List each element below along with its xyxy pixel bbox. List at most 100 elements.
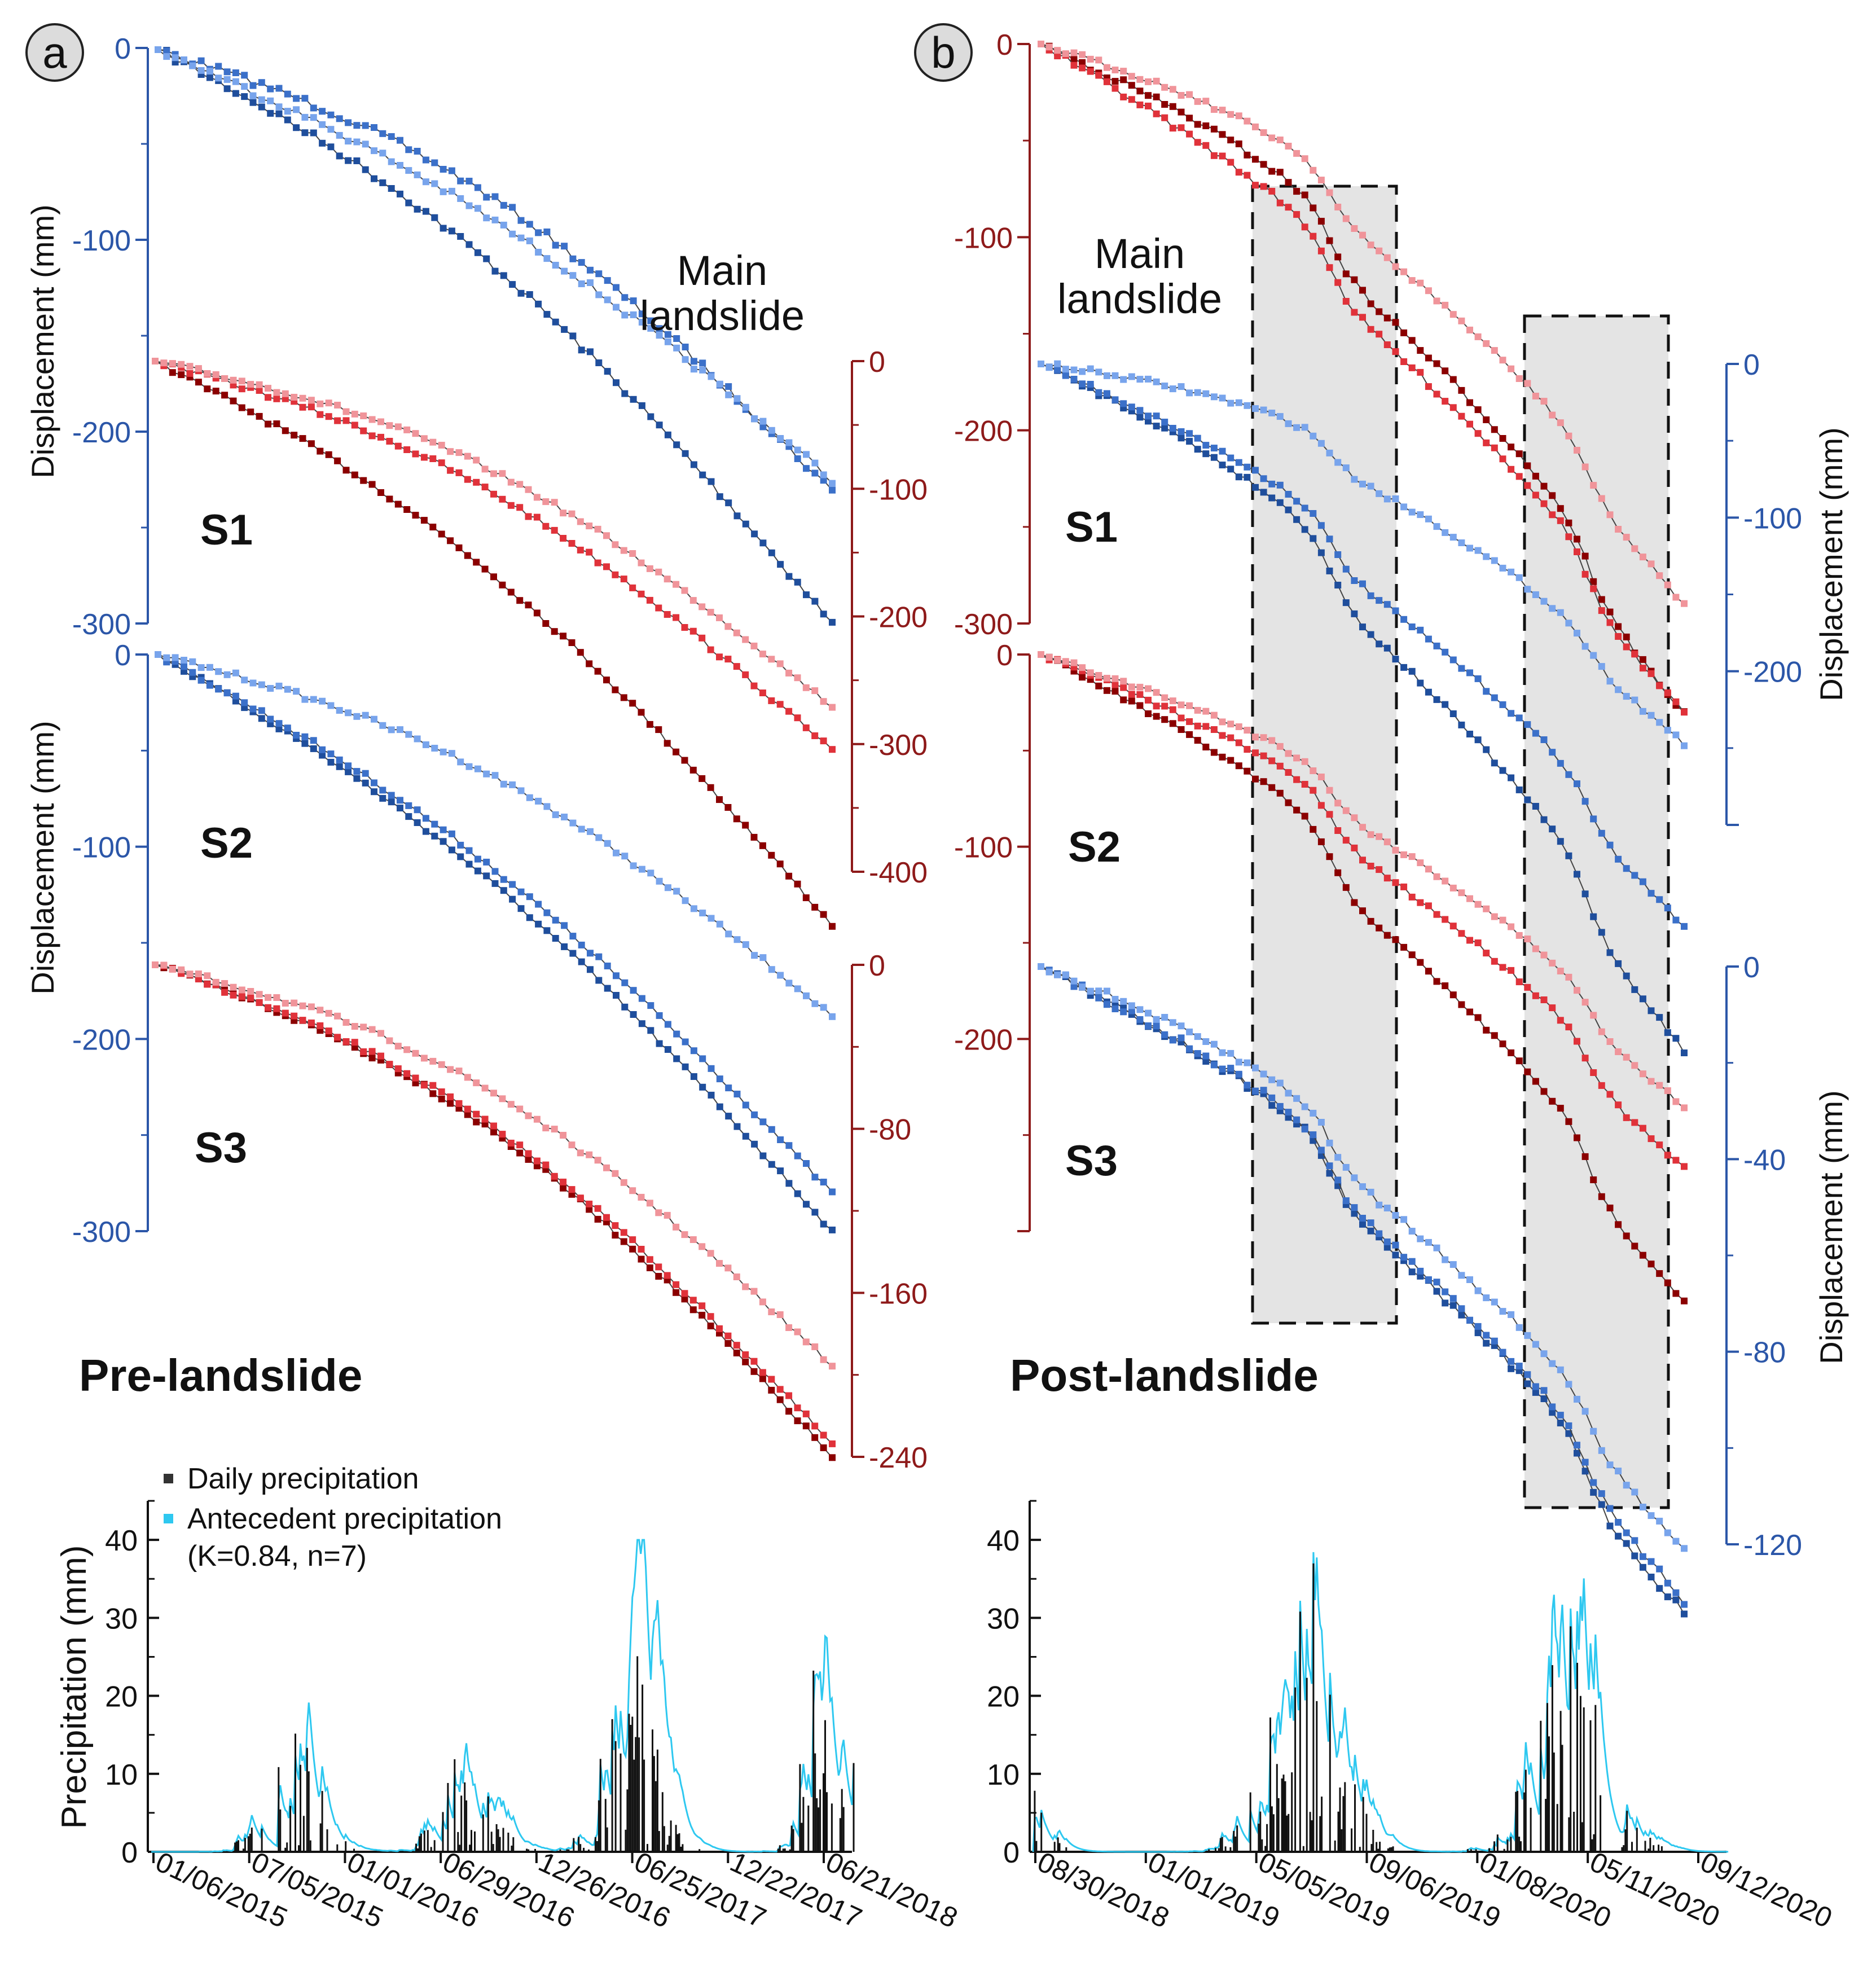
- b-s3-mid-blue-point: [1169, 1036, 1176, 1044]
- b-s2-mid-red-point: [1244, 746, 1251, 753]
- b-s3-light-blue-point: [1186, 1028, 1193, 1035]
- b-s3-mid-blue-point: [1186, 1045, 1193, 1052]
- b-main-light-red-point: [1524, 380, 1531, 387]
- b-s2-dark-red-point: [1681, 1297, 1688, 1305]
- b-s2-mid-red-point: [1276, 762, 1284, 770]
- a-s3-mid-red-point: [342, 1038, 350, 1045]
- a-s2-light-blue-point: [327, 702, 335, 709]
- b-s3-light-blue-point: [1615, 1468, 1622, 1475]
- b-main-dark-red-point: [1070, 56, 1078, 63]
- b-s1-mid-blue-point: [1672, 916, 1680, 924]
- b-s2-mid-red-point: [1615, 1101, 1622, 1109]
- b-s3-mid-blue-point: [1623, 1529, 1630, 1536]
- b-s3-light-blue-point: [1351, 1174, 1358, 1182]
- b-s3-light-blue: [1038, 963, 1688, 1552]
- b-s1-light-blue-point: [1383, 495, 1391, 503]
- a-main-dark-blue-point: [699, 471, 706, 478]
- a-s3-light-red-point: [681, 1231, 688, 1238]
- b-s2-dark-red-point: [1136, 702, 1144, 709]
- a-s1-light-red-point: [551, 499, 558, 506]
- a-main-mid-blue-point: [725, 383, 732, 390]
- a-s1-mid-red-point: [594, 559, 601, 566]
- a-s2-dark-blue-point: [811, 1209, 819, 1216]
- b-s2-dark-red-point: [1153, 713, 1160, 720]
- a-s3-mid-red: [152, 961, 836, 1447]
- a-s2-mid-blue-point: [431, 820, 438, 828]
- a-s1-light-red-point: [507, 478, 515, 486]
- a-s3-mid-red-point: [238, 993, 245, 1000]
- a-main-dark-blue-point: [794, 578, 801, 586]
- b-s1-mid-blue-point: [1656, 896, 1663, 903]
- a-s1-dark-red-point: [776, 860, 784, 868]
- a-main-dark-blue-point: [422, 208, 429, 215]
- a-s2-light-blue-point: [578, 825, 585, 833]
- a-s2-dark-blue-point: [517, 905, 525, 912]
- a-s1-mid-red-point: [776, 701, 784, 708]
- tick-label: 0: [1003, 1837, 1020, 1869]
- a-s3-dark-red-point: [655, 1273, 662, 1280]
- b-main-mid-red-point: [1111, 85, 1119, 92]
- b-s2-dark-red-point: [1491, 1032, 1498, 1039]
- b-s1-light-blue-point: [1574, 630, 1580, 637]
- a-main-mid-blue-point: [794, 455, 801, 462]
- a-s3-light-red-point: [481, 1084, 489, 1092]
- b-main-dark-red-point: [1615, 623, 1622, 630]
- b-s1-mid-blue-point: [1359, 580, 1366, 587]
- a-main-light-blue-point: [422, 178, 429, 186]
- b-s1-mid-blue-point: [1483, 688, 1490, 695]
- a-s2-dark-blue-point: [353, 775, 361, 782]
- a-s1-dark-red-point: [481, 565, 489, 573]
- b-s2-dark-red-point: [1326, 853, 1333, 860]
- a-s2-light-blue-point: [569, 819, 577, 827]
- b-main-mid-red-point: [1631, 651, 1638, 658]
- b-main-dark-red-point: [1540, 482, 1548, 490]
- a-s3-dark-red-point: [464, 1111, 471, 1118]
- b-main-light-red-point: [1260, 129, 1267, 136]
- b-s1-mid-blue-point: [1310, 510, 1317, 517]
- a-main-light-blue-point: [301, 113, 309, 121]
- b-s2-light-red-point: [1442, 877, 1449, 885]
- a-s3-light-red-point: [603, 1164, 610, 1171]
- a-s2-mid-blue-point: [405, 802, 412, 809]
- b-s2-mid-red-point: [1342, 837, 1350, 844]
- a-s2-mid-blue-point: [457, 841, 464, 849]
- a-main-light-blue-point: [604, 296, 611, 304]
- b-s3-light-blue-point: [1252, 1064, 1259, 1071]
- a-s2-mid-blue-point: [561, 922, 568, 929]
- a-main-mid-blue-point: [682, 344, 689, 350]
- a-s1-mid-red-point: [351, 421, 358, 429]
- b-s1-light-blue-point: [1045, 364, 1053, 371]
- a-s1-dark-red-point: [377, 489, 384, 496]
- b-s3-mid-blue-point: [1383, 1238, 1391, 1245]
- b-s1-light-blue-point: [1598, 663, 1605, 670]
- b-s3-light-blue-point: [1202, 1038, 1210, 1045]
- b-s1-dark-blue-point: [1508, 774, 1515, 781]
- a-main-light-blue-point: [371, 147, 377, 155]
- a-main-dark-blue-point: [595, 359, 603, 366]
- a-main-mid-blue-point: [414, 148, 421, 155]
- b-s2-dark-red-point: [1639, 1251, 1646, 1259]
- b-s3-light-blue-point: [1334, 1154, 1342, 1161]
- a-main-dark-blue-point: [397, 190, 403, 197]
- b-s3-mid-blue-point: [1631, 1537, 1638, 1544]
- b-main-mid-red-point: [1383, 341, 1391, 348]
- b-main-mid-red-point: [1672, 698, 1680, 705]
- a-main-light-blue-point: [474, 205, 481, 212]
- a-main-mid-blue-point: [543, 229, 551, 235]
- a-s1-mid-red-point: [733, 663, 740, 670]
- b-s1-light-blue-point: [1235, 399, 1242, 406]
- a-s1-dark-red-point: [612, 686, 619, 693]
- a-s3-mid-red-point: [586, 1200, 593, 1207]
- a-s3-light-red-point: [542, 1125, 550, 1132]
- b-s1-dark-blue-point: [1515, 786, 1523, 793]
- a-s2-dark-blue-point: [708, 1091, 715, 1099]
- a-s1-mid-red-point: [403, 446, 411, 453]
- a-s3-light-red-point: [707, 1250, 714, 1257]
- a-s1-light-red-point: [568, 510, 575, 517]
- highlight-box-2019: [1251, 185, 1398, 1325]
- a-s2-mid-blue-point: [500, 876, 507, 883]
- b-precipitation: 01020304008/30/201801/01/201905/05/20190…: [987, 1500, 1837, 1934]
- b-s2-mid-red-point: [1153, 702, 1160, 710]
- b-s2-light-red-point: [1045, 654, 1053, 661]
- b-s1-mid-blue-point: [1623, 865, 1630, 872]
